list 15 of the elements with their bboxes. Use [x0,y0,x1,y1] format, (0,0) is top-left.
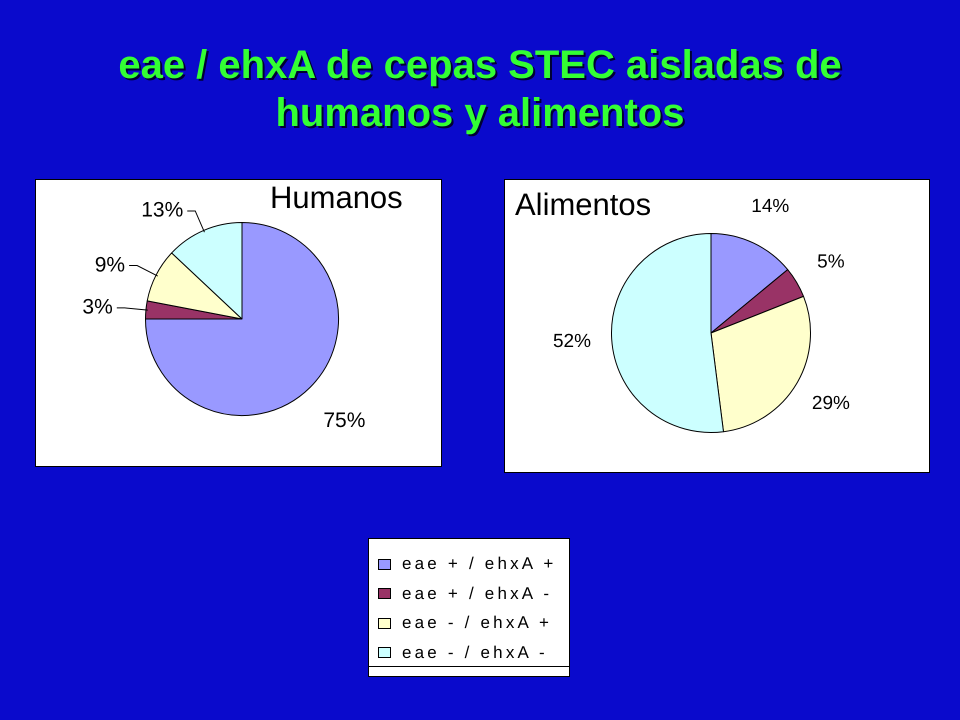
data-label: 3% [82,296,113,319]
data-label: 9% [94,253,126,276]
chart-subtitle: Humanos [270,180,403,215]
data-label: 29% [812,393,850,414]
legend-label: eae + / ehxA - [402,584,552,604]
data-label: 75% [323,409,366,432]
legend-label: eae - / ehxA - [402,642,548,662]
data-label: 52% [552,330,592,352]
data-label: 13% [141,198,184,222]
data-label: 14% [751,196,790,218]
legend-label: eae - / ehxA + [402,613,552,633]
legend-label: eae + / ehxA + [402,554,556,574]
chart-title: eae / ehxA de cepas STEC aisladas de humanos y alimentos [117,42,843,137]
data-label: 5% [817,251,845,272]
chart-subtitle: Alimentos [515,187,652,222]
